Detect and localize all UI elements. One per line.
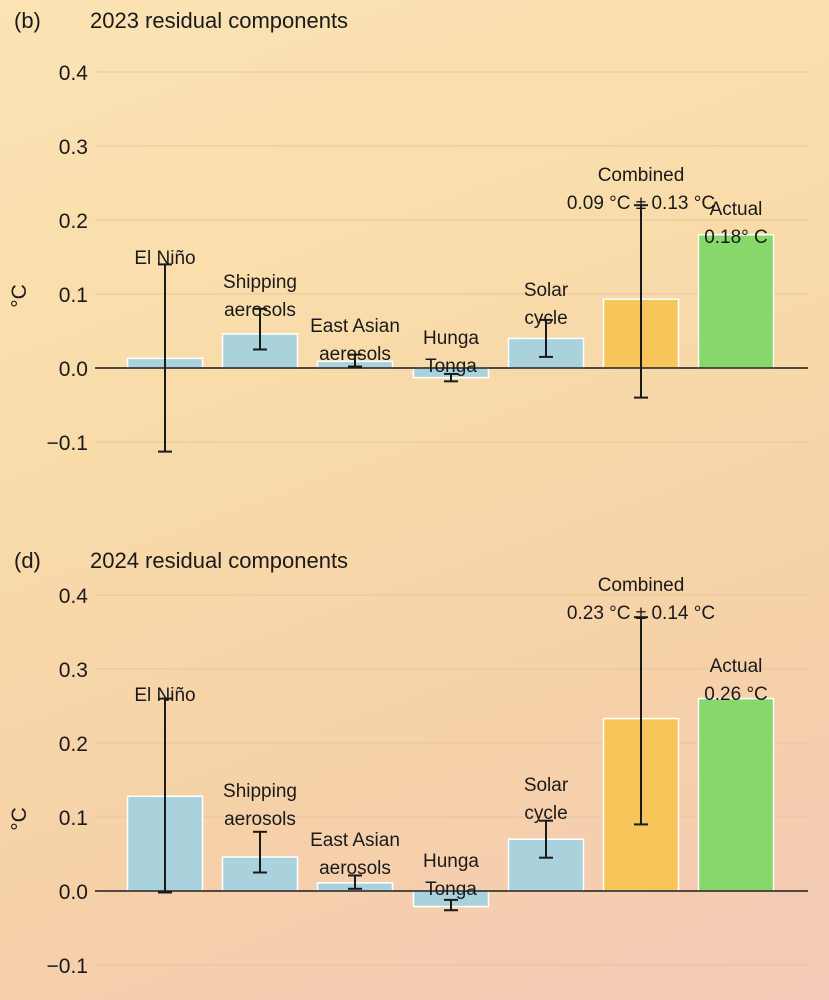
panel-tag: (b)	[14, 8, 41, 33]
bar-label: cycle	[524, 803, 567, 824]
y-tick-label: 0.1	[59, 807, 88, 830]
bar-label: Solar	[524, 280, 569, 301]
error-bar	[539, 819, 553, 859]
y-tick-label: 0.3	[59, 659, 88, 682]
bar-label: Shipping	[223, 781, 297, 802]
y-tick-label: 0.0	[59, 358, 88, 381]
bar-label: Tonga	[425, 879, 477, 900]
bar-label: 0.26 °C	[704, 684, 768, 705]
chart-panel-b: (b) 2023 residual components °C 0.4 0.3 0.2 0.…	[8, 8, 808, 455]
bar-label: Combined	[598, 165, 685, 186]
bar-label: East Asian	[310, 830, 400, 851]
error-bar	[253, 307, 267, 351]
error-bar	[348, 353, 362, 368]
error-bar	[158, 697, 172, 894]
bar-label: Actual	[710, 656, 763, 677]
bar-label: aerosols	[224, 300, 296, 321]
error-bar	[444, 898, 458, 912]
bar-label: El Niño	[134, 685, 195, 706]
bar-label: 0.09 °C ± 0.13 °C	[567, 193, 715, 214]
bar-actual	[697, 234, 775, 369]
bar-label: Hunga	[423, 328, 479, 349]
y-tick-label: −0.1	[47, 432, 88, 455]
y-tick-label: 0.2	[59, 210, 88, 233]
chart-title: 2023 residual components	[90, 8, 348, 33]
y-axis-label: °C	[8, 807, 31, 831]
chart-title: 2024 residual components	[90, 548, 348, 573]
y-tick-label: 0.1	[59, 284, 88, 307]
chart-panel-d: (d) 2024 residual components °C 0.4 0.3 0.2 0.…	[8, 548, 808, 978]
y-tick-label: 0.0	[59, 881, 88, 904]
error-bar	[444, 372, 458, 383]
error-bar	[634, 616, 648, 826]
bar-label: Actual	[710, 199, 763, 220]
y-tick-label: 0.2	[59, 733, 88, 756]
panel-tag: (d)	[14, 548, 41, 573]
bar-label: Solar	[524, 775, 569, 796]
bar-label: El Niño	[134, 248, 195, 269]
bar-label: cycle	[524, 308, 567, 329]
bar-label: Shipping	[223, 272, 297, 293]
y-tick-label: −0.1	[47, 955, 88, 978]
y-axis-label: °C	[8, 284, 31, 308]
error-bar	[539, 318, 553, 358]
error-bar	[253, 830, 267, 874]
bar-label: Hunga	[423, 851, 479, 872]
bar-label: East Asian	[310, 316, 400, 337]
bar-label: aerosols	[224, 809, 296, 830]
bar-actual	[697, 697, 775, 892]
y-tick-label: 0.3	[59, 136, 88, 159]
y-tick-label: 0.4	[59, 62, 89, 85]
error-bar	[634, 204, 648, 399]
error-bar	[348, 874, 362, 890]
bar-label: 0.18° C	[704, 227, 768, 248]
bar-label: aerosols	[319, 858, 391, 879]
bar-label: 0.23 °C ± 0.14 °C	[567, 603, 715, 624]
y-tick-label: 0.4	[59, 585, 89, 608]
bar-label: aerosols	[319, 344, 391, 365]
bar-label: Tonga	[425, 356, 477, 377]
error-bar	[158, 263, 172, 453]
bar-label: Combined	[598, 575, 685, 596]
